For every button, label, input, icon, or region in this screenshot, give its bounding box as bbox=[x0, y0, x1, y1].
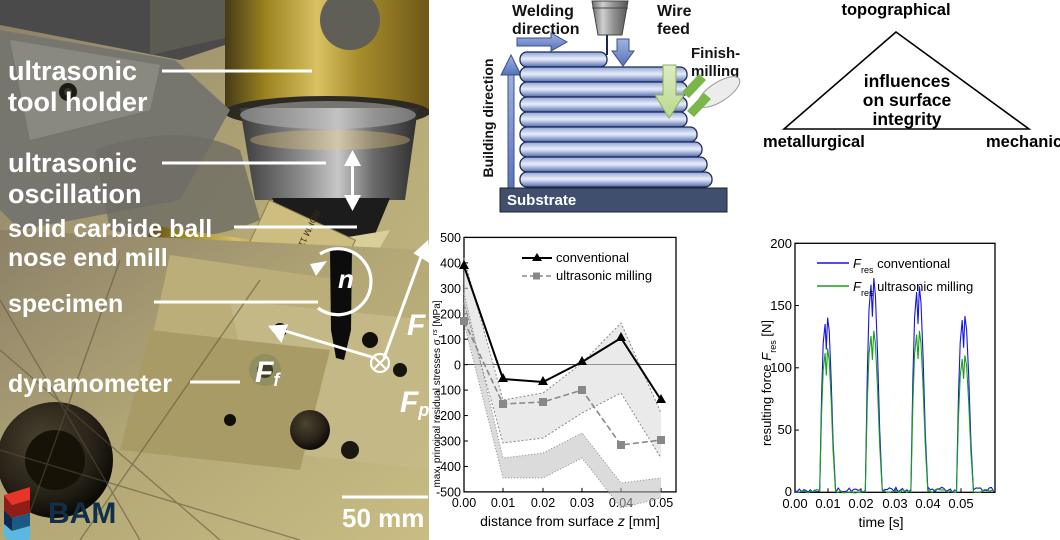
svg-text:on surface: on surface bbox=[863, 90, 952, 110]
svg-text:influences: influences bbox=[864, 71, 951, 91]
svg-text:-400: -400 bbox=[436, 460, 461, 474]
svg-text:400: 400 bbox=[440, 256, 461, 270]
svg-text:0.03: 0.03 bbox=[882, 496, 907, 511]
svg-text:specimen: specimen bbox=[8, 290, 123, 318]
svg-text:ultrasonic: ultrasonic bbox=[8, 56, 137, 86]
svg-text:0.04: 0.04 bbox=[915, 496, 940, 511]
svg-text:200: 200 bbox=[440, 307, 461, 321]
svg-text:ultrasonic milling: ultrasonic milling bbox=[556, 268, 652, 283]
svg-text:integrity: integrity bbox=[872, 109, 941, 129]
svg-text:200: 200 bbox=[770, 236, 792, 251]
svg-text:100: 100 bbox=[440, 333, 461, 347]
svg-text:Substrate: Substrate bbox=[507, 192, 576, 209]
svg-text:resulting force Fres [N]: resulting force Fres [N] bbox=[761, 320, 778, 446]
svg-text:Finish-: Finish- bbox=[691, 45, 740, 62]
svg-text:0.03: 0.03 bbox=[570, 496, 594, 510]
svg-text:500: 500 bbox=[440, 231, 461, 245]
svg-text:Building direction: Building direction bbox=[480, 59, 496, 178]
svg-text:metallurgical: metallurgical bbox=[763, 133, 865, 151]
svg-text:0.02: 0.02 bbox=[848, 496, 873, 511]
svg-text:time [s]: time [s] bbox=[858, 514, 903, 530]
svg-text:feed: feed bbox=[657, 21, 690, 38]
svg-text:nose end mill: nose end mill bbox=[8, 244, 168, 272]
svg-text:F: F bbox=[407, 309, 426, 342]
svg-text:150: 150 bbox=[770, 298, 792, 313]
svg-text:conventional: conventional bbox=[556, 250, 629, 265]
svg-text:0: 0 bbox=[454, 358, 461, 372]
svg-text:50 mm: 50 mm bbox=[342, 503, 424, 533]
svg-text:100: 100 bbox=[770, 360, 792, 375]
svg-text:distance from surface z [mm]: distance from surface z [mm] bbox=[480, 513, 660, 529]
svg-text:direction: direction bbox=[512, 21, 580, 38]
svg-text:0.01: 0.01 bbox=[815, 496, 840, 511]
svg-text:50: 50 bbox=[778, 422, 792, 437]
svg-text:ultrasonic: ultrasonic bbox=[8, 148, 137, 178]
svg-text:0.00: 0.00 bbox=[782, 496, 807, 511]
svg-text:-300: -300 bbox=[436, 435, 461, 449]
svg-text:dynamometer: dynamometer bbox=[8, 370, 172, 398]
svg-text:Wire: Wire bbox=[657, 3, 692, 20]
svg-text:BAM: BAM bbox=[48, 497, 116, 530]
svg-text:-200: -200 bbox=[436, 409, 461, 423]
svg-text:0.02: 0.02 bbox=[531, 496, 555, 510]
svg-text:0.00: 0.00 bbox=[452, 496, 476, 510]
svg-text:oscillation: oscillation bbox=[8, 179, 142, 209]
svg-text:0.05: 0.05 bbox=[948, 496, 973, 511]
svg-text:300: 300 bbox=[440, 282, 461, 296]
svg-text:Welding: Welding bbox=[512, 3, 574, 20]
svg-text:topographical: topographical bbox=[841, 1, 950, 19]
svg-text:solid carbide ball: solid carbide ball bbox=[8, 215, 212, 243]
svg-text:mechanical: mechanical bbox=[986, 133, 1060, 151]
svg-text:-100: -100 bbox=[436, 384, 461, 398]
svg-text:0.01: 0.01 bbox=[491, 496, 515, 510]
svg-text:tool holder: tool holder bbox=[8, 87, 148, 117]
svg-text:n: n bbox=[338, 264, 354, 294]
